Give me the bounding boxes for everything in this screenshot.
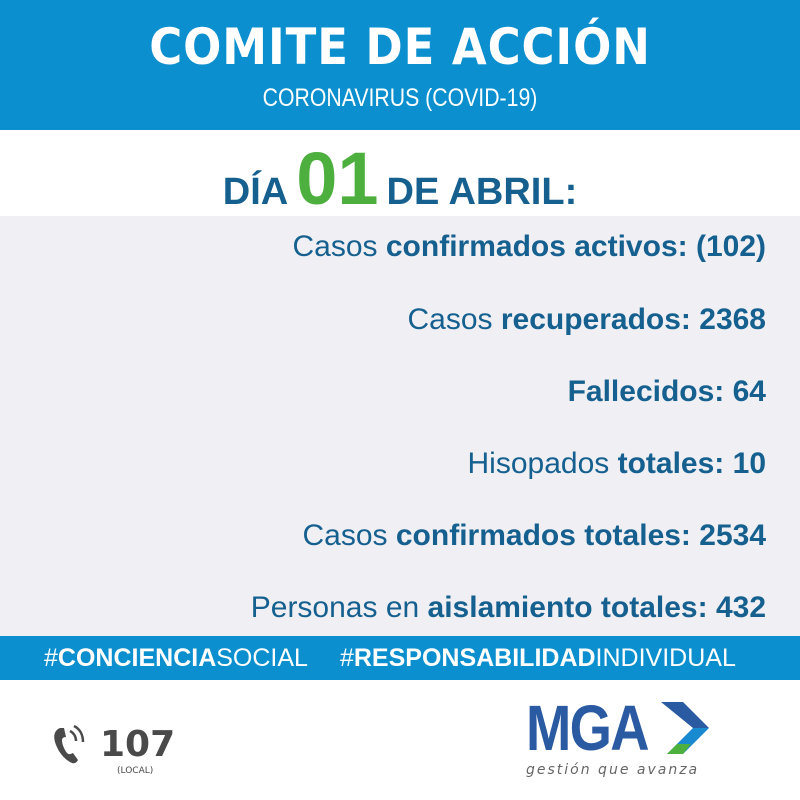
date-suffix: DE ABRIL: (386, 171, 578, 213)
logo-arrow-icon (661, 702, 710, 754)
phone-number: 107 (100, 724, 176, 765)
stat-deaths: Fallecidos: 64 (568, 375, 766, 409)
stat-swabs: Hisopados totales: 10 (468, 447, 766, 481)
stat-isolation: Personas en aislamiento totales: 432 (251, 591, 766, 625)
stat-label: Casos (302, 519, 396, 552)
stat-value: aislamiento totales: 432 (427, 591, 766, 624)
page-subtitle: CORONAVIRUS (COVID-19) (262, 84, 538, 112)
date-prefix: DÍA (222, 171, 289, 213)
hashtag-conciencia-social: #CONCIENCIASOCIAL (44, 643, 308, 672)
stat-value: totales: 10 (617, 447, 766, 480)
stat-recovered: Casos recuperados: 2368 (407, 303, 766, 337)
mga-logo: MGA gestión que avanza (526, 696, 713, 778)
stat-label: Casos (407, 303, 501, 336)
stat-label: Hisopados (467, 447, 618, 480)
stat-active-cases: Casos confirmados activos: (102) (293, 230, 767, 264)
stats-panel: Casos confirmados activos: (102) Casos r… (0, 216, 800, 636)
page-title: COMITE DE ACCIÓN (149, 18, 651, 76)
hashtag-responsabilidad-individual: #RESPONSABILIDADINDIVIDUAL (339, 643, 736, 672)
stat-label: Personas en (250, 591, 428, 624)
date-heading: DÍA 01 DE ABRIL: (0, 136, 800, 221)
phone-contact: 107 (52, 724, 175, 765)
date-day: 01 (296, 137, 379, 220)
stat-value: recuperados: 2368 (500, 303, 766, 336)
phone-note: (LOCAL) (117, 766, 154, 776)
stat-label: Casos (292, 230, 386, 263)
header: COMITE DE ACCIÓN CORONAVIRUS (COVID-19) (0, 0, 800, 130)
logo-text: MGA (526, 692, 650, 764)
stat-value: confirmados totales: 2534 (395, 519, 766, 552)
phone-icon (54, 724, 85, 763)
stat-total-confirmed: Casos confirmados totales: 2534 (303, 519, 767, 553)
logo-slogan: gestión que avanza (526, 762, 700, 778)
stat-value: confirmados activos: (102) (385, 230, 766, 263)
hashtag-bar: #CONCIENCIASOCIAL #RESPONSABILIDADINDIVI… (0, 636, 800, 680)
stat-value: Fallecidos: 64 (567, 375, 766, 408)
